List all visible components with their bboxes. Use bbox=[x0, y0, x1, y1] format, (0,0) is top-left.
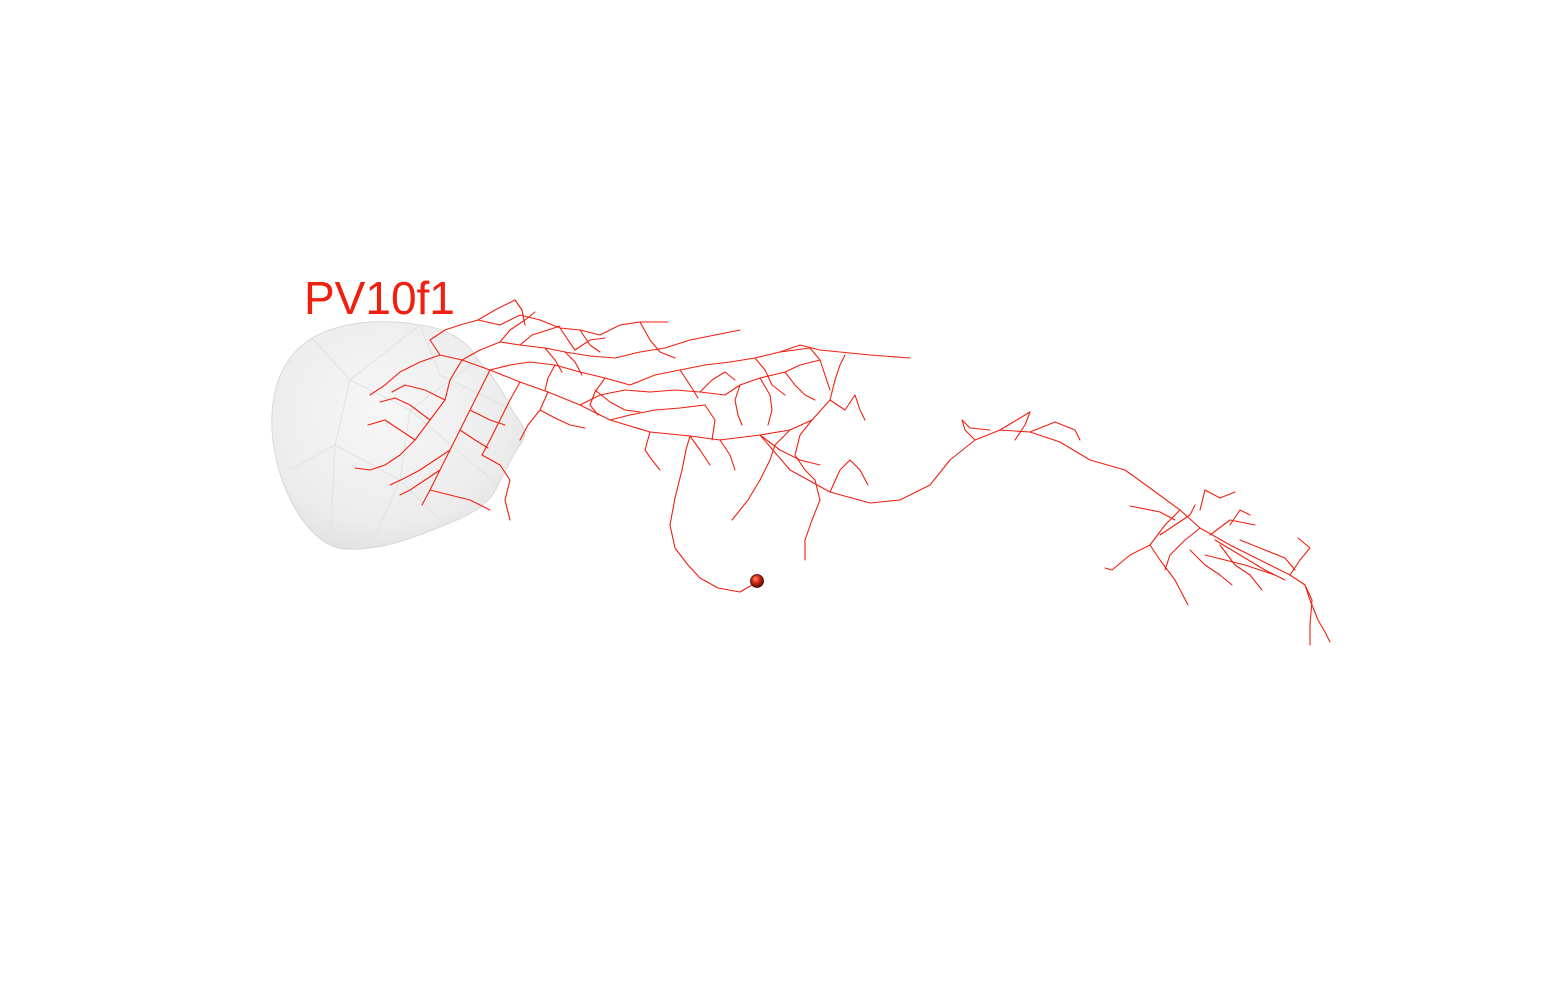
neuropil-mesh bbox=[271, 321, 525, 550]
neuron-skeleton bbox=[354, 299, 1331, 646]
neuron-name-label: PV10f1 bbox=[304, 272, 455, 324]
soma-marker bbox=[750, 574, 764, 588]
